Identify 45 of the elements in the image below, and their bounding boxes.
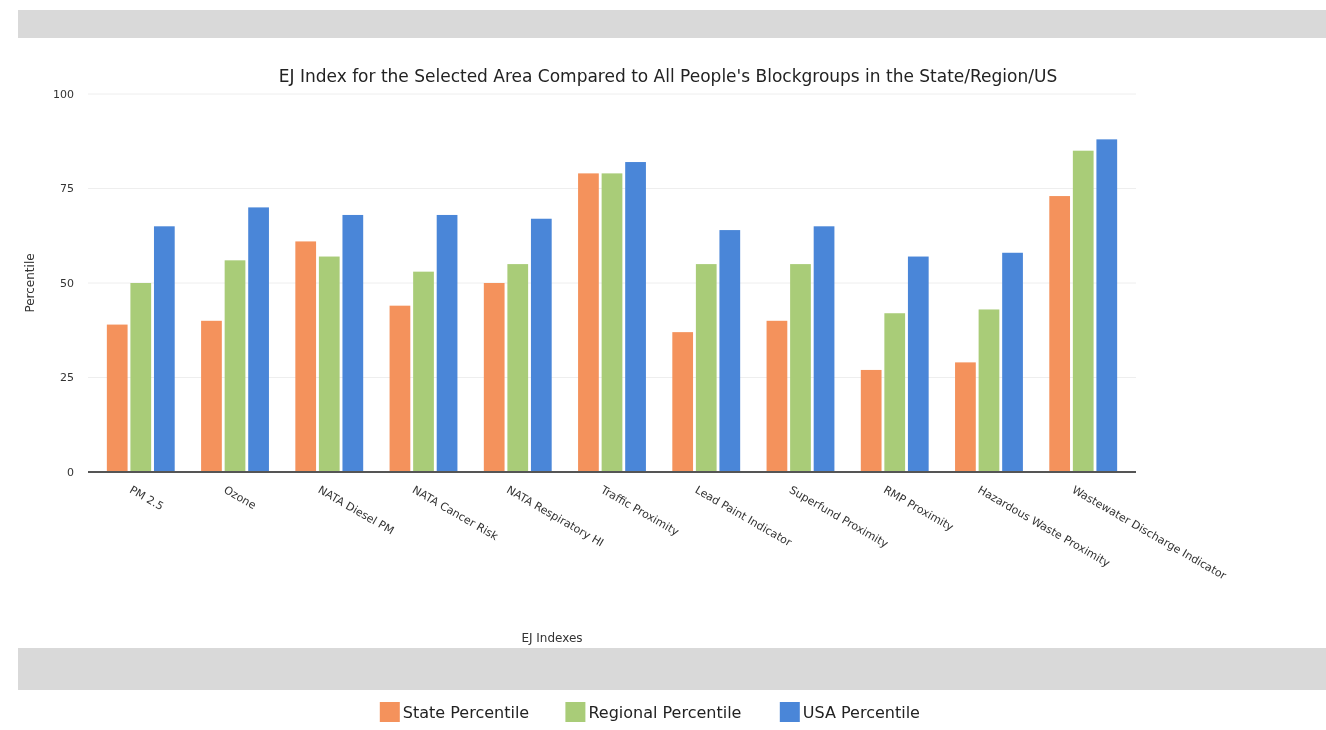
y-tick-label: 25 (60, 371, 74, 385)
bar (978, 309, 1000, 472)
bar (907, 256, 929, 472)
bar (578, 173, 599, 472)
bar (719, 230, 741, 472)
y-axis-title: Percentile (23, 253, 37, 313)
bar (413, 271, 434, 472)
bar (318, 256, 340, 472)
bar (601, 173, 623, 472)
bar (625, 162, 646, 472)
y-tick-label: 75 (60, 182, 74, 196)
bar (1002, 252, 1023, 472)
y-tick-label: 50 (60, 276, 74, 290)
bar (813, 226, 835, 472)
bar (507, 264, 529, 472)
bar (389, 305, 411, 472)
chart-title: EJ Index for the Selected Area Compared to All People's Blockgroups in the State/Region/US (278, 66, 1058, 86)
bar (224, 260, 246, 472)
y-tick-label: 0 (67, 465, 74, 479)
x-tick-label: PM 2.5 (127, 483, 166, 514)
bar (695, 264, 717, 472)
bar (248, 207, 269, 472)
bar (766, 320, 788, 472)
legend-label: Regional Percentile (588, 703, 742, 722)
bar (672, 332, 694, 472)
bar (106, 324, 128, 472)
legend-label: State Percentile (402, 703, 530, 722)
bar (1096, 139, 1118, 472)
bar (884, 313, 906, 472)
bar (483, 283, 505, 472)
bar (955, 362, 976, 472)
bar (342, 214, 364, 472)
x-axis-title: EJ Indexes (521, 631, 583, 645)
bar (153, 226, 175, 472)
bar (530, 218, 552, 472)
bar (436, 214, 458, 472)
bar (1072, 150, 1094, 472)
legend-label: USA Percentile (802, 703, 920, 722)
bar (201, 320, 222, 472)
bar (1049, 196, 1071, 472)
bar (860, 369, 882, 472)
bar (130, 283, 152, 472)
bar (295, 241, 317, 472)
y-tick-label: 100 (53, 87, 74, 101)
bar (790, 264, 811, 472)
